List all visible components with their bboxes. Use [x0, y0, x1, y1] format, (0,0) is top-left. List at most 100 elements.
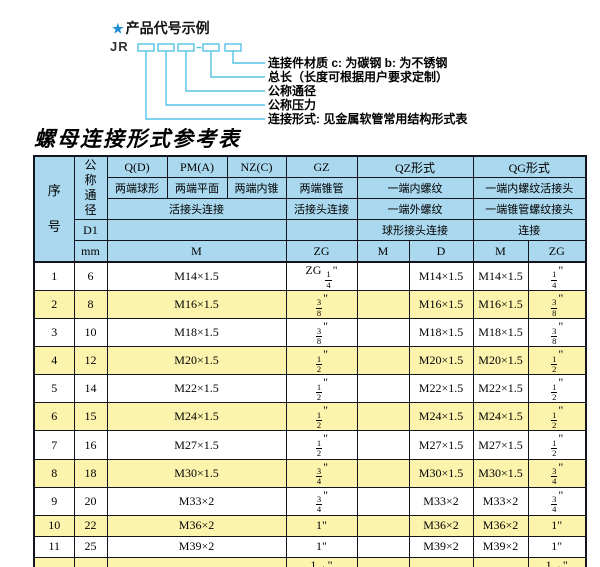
header-qz-connection: 球形接头连接 — [356, 219, 474, 241]
connector-line-diameter — [185, 51, 265, 92]
header-qz-m: M — [356, 240, 410, 263]
cell-qz-d: M33×2 — [408, 486, 474, 516]
cell-qg-zg: 3 4 " — [527, 486, 587, 516]
code-box-5 — [224, 43, 242, 52]
cell-qg-zg: 3 4 " — [527, 458, 587, 488]
cell-qg-m: M39×2 — [472, 535, 529, 558]
star-icon: ★ — [112, 21, 124, 36]
cell-qg-m: M36×2 — [472, 514, 529, 537]
connector-line-length — [210, 51, 265, 78]
cell-gz-zg: 1" — [285, 514, 358, 537]
cell-qg-m: M22×1.5 — [472, 374, 529, 404]
product-code-connector-diagram — [137, 43, 265, 120]
cell-qz-m — [356, 290, 410, 320]
header-q: Q(D) — [106, 155, 168, 178]
cell-qg-zg: 3 8 " — [527, 318, 587, 348]
cell-union-thread: M45×2 — [106, 556, 287, 567]
product-code-heading: ★ 产品代号示例 — [112, 18, 210, 38]
cell-diameter: 18 — [73, 458, 108, 488]
cell-gz-zg: 1 2 " — [285, 402, 358, 432]
cell-qz-m — [356, 374, 410, 404]
cell-seq: 7 — [33, 430, 75, 460]
table-row: 4 12 M20×1.5 1 2 " M20×1.5 M20×1.5 1 2 " — [33, 346, 587, 376]
cell-qz-m — [356, 458, 410, 488]
cell-qg-zg: 1" — [527, 535, 587, 558]
cell-diameter: 10 — [73, 318, 108, 348]
cell-seq: 8 — [33, 458, 75, 488]
cell-qz-d: M20×1.5 — [408, 346, 474, 376]
header-mm: mm — [73, 240, 108, 263]
cell-qg-zg: 1 2 " — [527, 402, 587, 432]
header-union-connection: 活接头连接 — [106, 198, 287, 220]
label-nominal-pressure: 公称压力 — [268, 98, 317, 112]
header-row-4: D1 球形接头连接 连接 — [34, 219, 587, 241]
cell-union-thread: M39×2 — [106, 535, 287, 558]
cell-union-thread: M22×1.5 — [106, 374, 287, 404]
code-box-3 — [177, 43, 195, 52]
header-q-desc: 两端球形 — [106, 177, 168, 199]
cell-qg-zg: 1 4 " — [527, 261, 587, 292]
table-row: 8 18 M30×1.5 3 4 " M30×1.5 M30×1.5 3 4 " — [33, 458, 587, 488]
fraction: 14 — [556, 564, 562, 567]
header-gz: GZ — [285, 155, 358, 178]
cell-union-thread: M30×1.5 — [106, 458, 287, 488]
cell-gz-zg: ZG 1 4 " — [285, 261, 358, 292]
header-gz-desc: 两端锥管 — [285, 177, 358, 199]
cell-qg-m: M18×1.5 — [472, 318, 529, 348]
header-nz: NZ(C) — [226, 155, 287, 178]
cell-gz-zg: 1 2 " — [285, 374, 358, 404]
cell-qg-m: M24×1.5 — [472, 402, 529, 432]
cell-seq: 11 — [33, 535, 75, 558]
cell-qg-m: M27×1.5 — [472, 430, 529, 460]
connector-line-form — [145, 51, 265, 120]
cell-qz-m — [356, 318, 410, 348]
cell-qg-m: M20×1.5 — [472, 346, 529, 376]
header-qg-m: M — [472, 240, 529, 263]
cell-gz-zg: 1 2 " — [285, 430, 358, 460]
cell-qz-m — [356, 430, 410, 460]
cell-gz-zg: 3 8 " — [285, 290, 358, 320]
cell-qz-d: M18×1.5 — [408, 318, 474, 348]
connector-lines — [145, 51, 265, 120]
cell-qz-m — [356, 514, 410, 537]
header-qz-desc2: 一端外螺纹 — [356, 198, 474, 220]
cell-qg-zg: 1 2 " — [527, 430, 587, 460]
cell-qz-d: M14×1.5 — [408, 261, 474, 292]
header-pm: PM(A) — [166, 155, 228, 178]
header-gz-unit: ZG — [285, 240, 358, 263]
header-nz-desc: 两端内锥 — [226, 177, 287, 199]
cell-diameter: 20 — [73, 486, 108, 516]
cell-qg-zg: 1" — [527, 514, 587, 537]
cell-qg-m: M14×1.5 — [472, 261, 529, 292]
cell-qz-m — [356, 556, 410, 567]
header-row-1: 序号 公称通径 Q(D) PM(A) NZ(C) GZ QZ形式 QG形式 — [33, 155, 587, 263]
cell-union-thread: M33×2 — [106, 486, 287, 516]
table-title: 螺母连接形式参考表 — [34, 126, 241, 151]
header-gz-connection: 活接头连接 — [285, 198, 358, 220]
label-total-length: 总长（长度可根据用户要求定制） — [268, 70, 449, 84]
cell-diameter: 16 — [73, 430, 108, 460]
code-box-2 — [157, 43, 175, 52]
nut-connection-reference-table: 序号 公称通径 Q(D) PM(A) NZ(C) GZ QZ形式 QG形式 两端… — [33, 155, 587, 567]
cell-qg-m: M16×1.5 — [472, 290, 529, 320]
table-row: 5 14 M22×1.5 1 2 " M22×1.5 M22×1.5 1 2 " — [33, 374, 587, 404]
table-row: 11 25 M39×2 1" M39×2 M39×2 1" — [33, 535, 587, 558]
connector-line-pressure — [165, 51, 265, 106]
code-boxes — [137, 43, 242, 52]
table-row: 7 16 M27×1.5 1 2 " M27×1.5 M27×1.5 1 2 " — [33, 430, 587, 460]
header-blank-gz — [285, 219, 358, 241]
cell-union-thread: M20×1.5 — [106, 346, 287, 376]
label-nominal-diameter: 公称通径 — [268, 84, 317, 98]
header-row-5: mm M ZG M D M ZG — [34, 240, 587, 263]
header-qg-connection: 连接 — [472, 219, 587, 241]
